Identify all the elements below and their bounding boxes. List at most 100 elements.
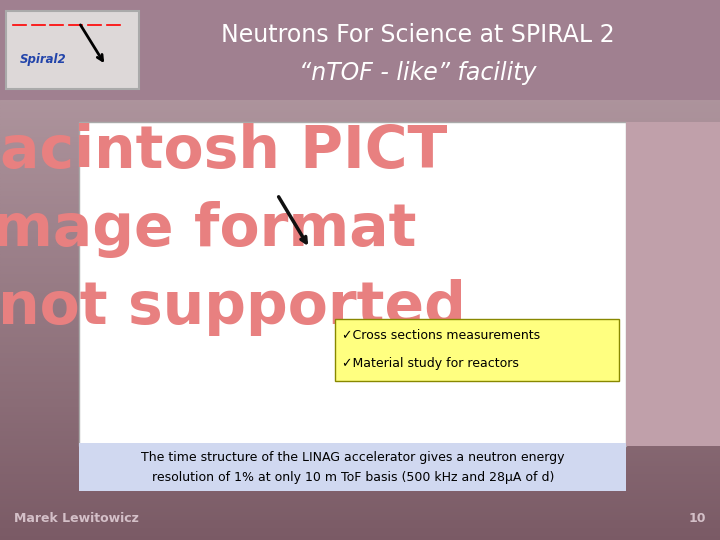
Bar: [0, 165, 720, 167]
Bar: [0, 254, 720, 256]
Bar: [0, 332, 720, 335]
Bar: [0, 386, 720, 389]
Bar: [0, 367, 720, 370]
Bar: [0, 410, 720, 413]
Bar: [0, 281, 720, 284]
Bar: [0, 329, 720, 332]
Text: ✓Cross sections measurements: ✓Cross sections measurements: [342, 329, 540, 342]
Bar: [0, 146, 720, 148]
Bar: [0, 500, 720, 502]
Bar: [0, 319, 720, 321]
Bar: [0, 211, 720, 213]
Bar: [0, 84, 720, 86]
Bar: [0, 127, 720, 130]
Bar: [0, 394, 720, 397]
Bar: [0, 173, 720, 176]
Bar: [0, 497, 720, 500]
Bar: [0, 397, 720, 400]
Bar: [0, 467, 720, 470]
Bar: [0, 192, 720, 194]
Bar: [0, 305, 720, 308]
Text: resolution of 1% at only 10 m ToF basis (500 kHz and 28μA of d): resolution of 1% at only 10 m ToF basis …: [152, 471, 554, 484]
Bar: [0, 324, 720, 327]
Bar: [0, 300, 720, 302]
Bar: [0, 35, 720, 38]
Bar: [0, 472, 720, 475]
Text: image format: image format: [0, 201, 417, 258]
Bar: [0, 427, 720, 429]
Bar: [0, 27, 720, 30]
Bar: [0, 243, 720, 246]
Bar: [0, 227, 720, 229]
Bar: [0, 116, 720, 119]
Bar: [335, 319, 619, 381]
Bar: [0, 378, 720, 381]
FancyBboxPatch shape: [6, 11, 139, 89]
Bar: [0, 443, 720, 445]
Bar: [0, 346, 720, 348]
Bar: [0, 481, 720, 483]
Bar: [0, 316, 720, 319]
Bar: [0, 348, 720, 351]
Bar: [0, 489, 720, 491]
Bar: [0, 470, 720, 472]
Bar: [0, 224, 720, 227]
Bar: [0, 108, 720, 111]
Bar: [0, 516, 720, 518]
Bar: [0, 267, 720, 270]
Text: “nTOF - like” facility: “nTOF - like” facility: [299, 61, 536, 85]
Bar: [0, 14, 720, 16]
Bar: [0, 135, 720, 138]
Bar: [0, 494, 720, 497]
Bar: [0, 3, 720, 5]
Bar: [0, 308, 720, 310]
Bar: [0, 313, 720, 316]
Bar: [0, 529, 720, 532]
Bar: [0, 432, 720, 435]
Bar: [0, 73, 720, 76]
Bar: [0, 356, 720, 359]
Bar: [0, 262, 720, 265]
Bar: [0, 364, 720, 367]
Bar: [0, 251, 720, 254]
Bar: [0, 65, 720, 68]
Bar: [0, 157, 720, 159]
Bar: [0, 286, 720, 289]
Bar: [0, 130, 720, 132]
Bar: [0, 22, 720, 24]
Bar: [0, 49, 720, 51]
Bar: [0, 184, 720, 186]
Bar: [79, 122, 626, 446]
Bar: [0, 335, 720, 338]
Bar: [0, 11, 720, 14]
Bar: [0, 170, 720, 173]
Bar: [0, 521, 720, 524]
Bar: [0, 456, 720, 459]
Text: The time structure of the LINAG accelerator gives a neutron energy: The time structure of the LINAG accelera…: [141, 451, 564, 464]
Bar: [0, 424, 720, 427]
Bar: [0, 181, 720, 184]
Bar: [0, 370, 720, 373]
Bar: [0, 81, 720, 84]
Bar: [0, 186, 720, 189]
Bar: [0, 408, 720, 410]
Bar: [0, 302, 720, 305]
Bar: [0, 338, 720, 340]
Bar: [0, 167, 720, 170]
Bar: [0, 16, 720, 19]
Bar: [0, 413, 720, 416]
Text: is not supported: is not supported: [0, 279, 466, 336]
Bar: [0, 505, 720, 508]
Bar: [0, 230, 720, 232]
Bar: [0, 38, 720, 40]
Bar: [0, 197, 720, 200]
Bar: [0, 86, 720, 89]
Text: Marek Lewitowicz: Marek Lewitowicz: [14, 512, 139, 525]
Bar: [0, 375, 720, 378]
Bar: [0, 294, 720, 297]
Bar: [0, 59, 720, 62]
Text: ✓Material study for reactors: ✓Material study for reactors: [342, 357, 519, 370]
Bar: [0, 159, 720, 162]
Bar: [0, 392, 720, 394]
Bar: [0, 510, 720, 513]
